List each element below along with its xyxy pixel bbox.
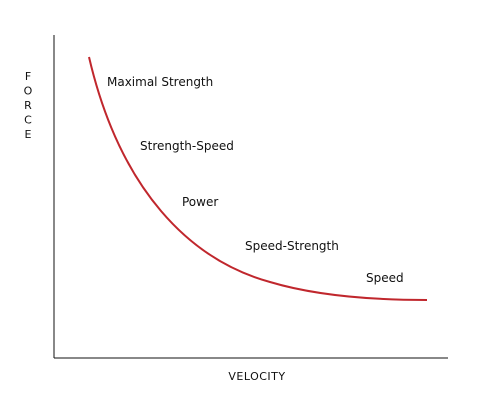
- zone-label-power: Power: [182, 195, 218, 209]
- y-axis-label-letter: F: [25, 70, 31, 83]
- y-axis-label-letter: C: [24, 114, 32, 127]
- zone-label-speed-strength: Speed-Strength: [245, 239, 339, 253]
- zone-label-speed: Speed: [366, 271, 404, 285]
- y-axis-label-letter: E: [25, 128, 32, 141]
- y-axis-label-letter: O: [24, 85, 33, 98]
- x-axis-label: VELOCITY: [228, 370, 285, 383]
- zone-label-strength-speed: Strength-Speed: [140, 139, 234, 153]
- zone-label-maximal-strength: Maximal Strength: [107, 75, 213, 89]
- force-velocity-curve: [88, 56, 428, 301]
- y-axis-label-letter: R: [24, 99, 32, 112]
